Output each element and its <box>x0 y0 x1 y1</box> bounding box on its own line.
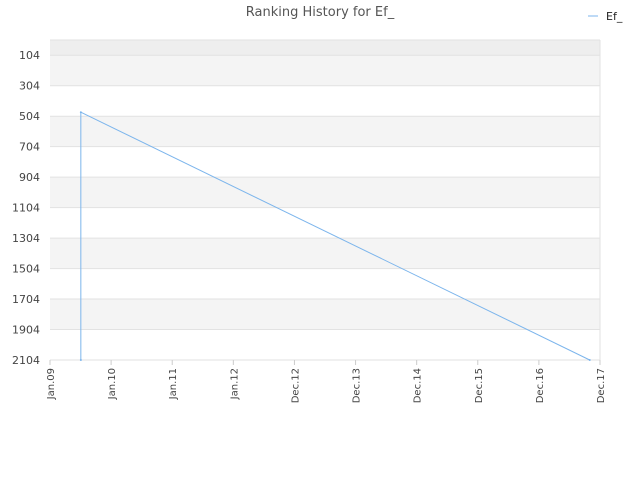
y-tick-label: 104 <box>19 49 40 62</box>
y-tick-label: 1904 <box>12 324 40 337</box>
x-tick-label: Dec.16 <box>535 368 546 403</box>
x-tick-label: Dec.12 <box>290 368 301 403</box>
y-axis: 104 304 504 704 904 1104 1304 1504 1704 1904 2104 <box>12 49 40 367</box>
y-tick-label: 1704 <box>12 293 40 306</box>
x-tick-label: Jan.10 <box>107 368 118 400</box>
y-tick-label: 1504 <box>12 263 40 276</box>
grid-band <box>50 268 600 300</box>
grid-band <box>50 85 600 117</box>
grid-band <box>50 146 600 178</box>
chart-title: Ranking History for Ef_ <box>246 5 395 20</box>
legend-label-ef: Ef_ <box>606 10 623 23</box>
x-tick-label: Dec.14 <box>413 368 424 403</box>
y-tick-label: 904 <box>19 171 40 184</box>
data-point <box>588 359 591 361</box>
grid-band <box>50 238 600 269</box>
x-tick-label: Dec.13 <box>352 368 363 403</box>
grid-band <box>50 329 600 360</box>
grid-band <box>50 177 600 208</box>
grid-band <box>50 40 600 56</box>
grid-bands <box>50 39 601 361</box>
grid-band <box>50 116 600 147</box>
grid-band <box>50 299 600 330</box>
grid-band <box>50 207 600 239</box>
plot-area <box>79 111 591 361</box>
y-tick-label: 504 <box>19 110 40 123</box>
x-tick-label: Dec.17 <box>596 368 607 403</box>
y-tick-label: 1304 <box>12 232 40 245</box>
data-point <box>79 359 82 361</box>
x-tick-label: Jan.09 <box>46 368 57 400</box>
y-tick-label: 304 <box>19 80 40 93</box>
series-line-segment <box>80 111 590 361</box>
y-tick-label: 1104 <box>12 202 40 215</box>
y-tick-label: 704 <box>19 141 40 154</box>
data-point <box>79 111 82 114</box>
x-tick-label: Jan.11 <box>168 368 179 400</box>
grid-band <box>50 55 600 86</box>
legend: Ef_ <box>588 10 623 23</box>
x-tick-label: Dec.15 <box>474 368 485 403</box>
y-tick-label: 2104 <box>12 354 40 367</box>
x-axis: Jan.09 Jan.10 Jan.11 Jan.12 Dec.12 Dec.13 Dec.… <box>46 360 607 403</box>
x-tick-label: Jan.12 <box>229 368 240 400</box>
